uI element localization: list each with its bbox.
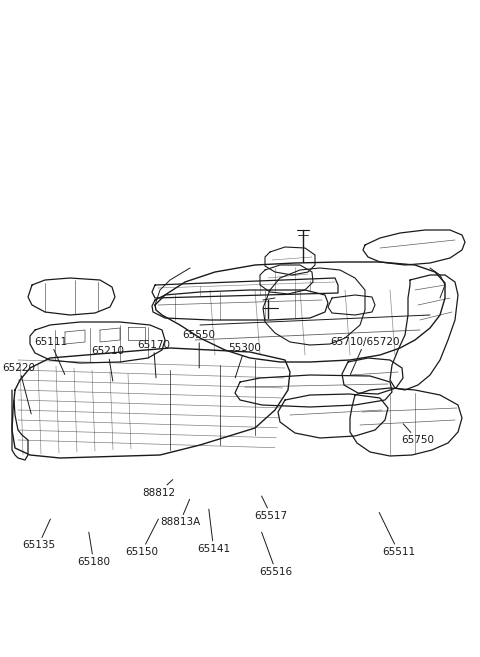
Text: 65511: 65511 <box>379 512 415 557</box>
Text: 65180: 65180 <box>77 532 110 567</box>
Text: 65111: 65111 <box>34 336 67 374</box>
Text: 65150: 65150 <box>125 519 158 557</box>
Text: 65135: 65135 <box>22 519 55 551</box>
Text: 65141: 65141 <box>197 509 230 554</box>
Text: 65750: 65750 <box>401 424 434 445</box>
Text: 88812: 88812 <box>142 480 175 498</box>
Text: 65550: 65550 <box>183 330 216 368</box>
Text: 55300: 55300 <box>228 343 261 378</box>
Text: 65516: 65516 <box>259 532 293 577</box>
Text: 65517: 65517 <box>254 496 288 521</box>
Text: 65710/65720: 65710/65720 <box>330 336 399 374</box>
Text: 65220: 65220 <box>3 363 36 414</box>
Text: 65210: 65210 <box>92 346 124 381</box>
Text: 65170: 65170 <box>137 340 170 378</box>
Text: 88813A: 88813A <box>160 499 200 528</box>
